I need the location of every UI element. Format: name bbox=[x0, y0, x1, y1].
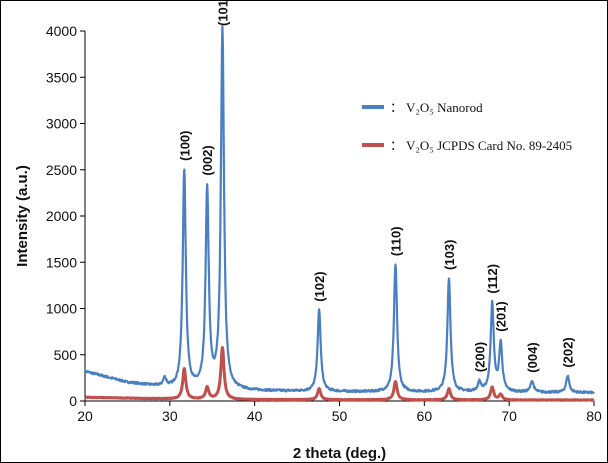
series-line-2 bbox=[83, 346, 596, 402]
y-tick-label: 2500 bbox=[46, 162, 77, 178]
legend-label-2: ： V₂O₅ JCPDS Card No. 89-2405 bbox=[390, 138, 572, 153]
peak-label: (200) bbox=[472, 342, 487, 372]
x-tick-label: 30 bbox=[162, 408, 178, 424]
series-line-1 bbox=[83, 25, 595, 395]
x-tick-label: 20 bbox=[77, 408, 93, 424]
peak-label: (102) bbox=[312, 271, 327, 301]
peak-label: (100) bbox=[177, 131, 192, 161]
y-tick-label: 3500 bbox=[46, 69, 77, 85]
y-tick-label: 500 bbox=[54, 347, 78, 363]
peak-label: (103) bbox=[442, 240, 457, 270]
peak-label: (002) bbox=[200, 145, 215, 175]
y-tick-label: 2000 bbox=[46, 208, 77, 224]
x-tick-label: 70 bbox=[501, 408, 517, 424]
y-tick-label: 0 bbox=[69, 393, 77, 409]
y-axis-label: Intensity (a.u.) bbox=[14, 165, 31, 267]
peak-label: (202) bbox=[561, 337, 576, 367]
legend-label-1: ： V₂O₅ Nanorod bbox=[390, 100, 483, 115]
peak-label: (110) bbox=[388, 226, 403, 256]
peak-label: (101) bbox=[215, 0, 230, 26]
x-tick-label: 40 bbox=[247, 408, 263, 424]
x-tick-label: 60 bbox=[417, 408, 433, 424]
y-tick-label: 4000 bbox=[46, 23, 77, 39]
y-tick-label: 1500 bbox=[46, 254, 77, 270]
y-tick-label: 3000 bbox=[46, 116, 77, 132]
x-axis-label: 2 theta (deg.) bbox=[293, 445, 386, 462]
x-tick-label: 80 bbox=[586, 408, 602, 424]
x-tick-label: 50 bbox=[332, 408, 348, 424]
y-tick-label: 1000 bbox=[46, 301, 77, 317]
peak-label: (201) bbox=[494, 301, 509, 331]
peak-label: (112) bbox=[485, 264, 500, 294]
peak-label: (004) bbox=[525, 342, 540, 372]
